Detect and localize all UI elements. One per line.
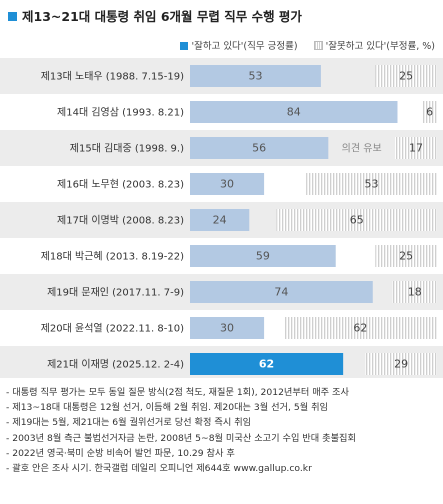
legend-positive-swatch [180, 42, 189, 50]
positive-bar [190, 137, 329, 159]
positive-value-label: 74 [274, 286, 288, 299]
positive-value-label: 62 [259, 358, 274, 371]
negative-value-label: 29 [394, 358, 408, 371]
negative-value-label: 18 [408, 286, 422, 299]
negative-bar [375, 245, 437, 267]
negative-bar [375, 65, 437, 87]
negative-value-label: 6 [426, 106, 433, 119]
legend-negative-swatch [313, 41, 323, 50]
footnotes: - 대통령 직무 평가는 모두 동일 질문 방식(2점 척도, 재질문 1회),… [6, 385, 439, 476]
negative-value-label: 17 [409, 142, 423, 155]
positive-bar [190, 281, 373, 303]
footnote: - 괄호 안은 조사 시기. 한국갤럽 데일리 오피니언 제644호 www.g… [6, 463, 312, 475]
category-label: 제16대 노무현 (2003. 8.23) [57, 179, 184, 191]
positive-bar [190, 65, 321, 87]
category-label: 제14대 김영삼 (1993. 8.21) [57, 107, 184, 119]
positive-value-label: 24 [213, 214, 227, 227]
footnote: - 제13~18대 대통령은 12월 선거, 이듬해 2월 취임. 제20대는 … [6, 402, 328, 414]
category-label: 제17대 이명박 (2008. 8.23) [57, 215, 184, 227]
legend-negative-label: '잘못하고 있다'(부정률, %) [325, 41, 435, 52]
category-label: 제21대 이재명 (2025.12. 2-4) [47, 359, 184, 371]
positive-bar [190, 245, 336, 267]
annotation-label: 의견 유보 [342, 143, 382, 155]
category-label: 제13대 노태우 (1988. 7.15-19) [41, 71, 184, 83]
negative-bar [422, 101, 437, 123]
positive-value-label: 53 [248, 70, 262, 83]
category-label: 제18대 박근혜 (2013. 8.19-22) [41, 251, 184, 263]
title-bullet-icon [8, 12, 17, 21]
positive-value-label: 56 [252, 142, 266, 155]
negative-bar [365, 353, 437, 375]
legend-positive-label: '잘하고 있다'(직무 긍정률) [191, 41, 298, 52]
positive-bar [190, 317, 265, 339]
category-label: 제20대 윤석열 (2022.11. 8-10) [41, 323, 184, 335]
negative-value-label: 25 [399, 70, 413, 83]
negative-bar [395, 137, 437, 159]
chart-title-text: 제13~21대 대통령 취임 6개월 무렵 직무 수행 평가 [22, 9, 302, 24]
negative-bar [306, 173, 437, 195]
positive-bar [190, 101, 398, 123]
positive-value-label: 30 [220, 178, 234, 191]
positive-bar [190, 209, 250, 231]
footnote: - 2003년 8월 측근 불법선거자금 논란, 2008년 5~8월 미국산 … [6, 432, 356, 444]
legend: '잘하고 있다'(직무 긍정률) '잘못하고 있다'(부정률, %) [180, 38, 435, 54]
positive-bar [190, 173, 265, 195]
positive-value-label: 30 [220, 322, 234, 335]
footnote: - 제19대는 5월, 제21대는 6월 궐위선거로 당선 확정 즉시 취임 [6, 417, 252, 429]
positive-value-label: 84 [287, 106, 301, 119]
footnote: - 대통령 직무 평가는 모두 동일 질문 방식(2점 척도, 재질문 1회),… [6, 387, 349, 398]
negative-value-label: 65 [350, 214, 364, 227]
footnote: - 2022년 영국·북미 순방 비속어 발언 파문, 10.29 참사 후 [6, 447, 235, 459]
negative-value-label: 25 [399, 250, 413, 263]
negative-bar [392, 281, 437, 303]
negative-bar [276, 209, 437, 231]
negative-bar [283, 317, 437, 339]
positive-bar [190, 353, 344, 375]
category-label: 제15대 김대중 (1998. 9.) [70, 143, 184, 155]
chart-title: 제13~21대 대통령 취임 6개월 무렵 직무 수행 평가 [8, 6, 438, 26]
negative-value-label: 53 [365, 178, 379, 191]
positive-value-label: 59 [256, 250, 270, 263]
category-label: 제19대 문재인 (2017.11. 7-9) [47, 287, 184, 299]
negative-value-label: 62 [353, 322, 367, 335]
bar-chart: 제13대 노태우 (1988. 7.15-19) 53 25 제14대 김영삼 (19… [0, 58, 443, 378]
